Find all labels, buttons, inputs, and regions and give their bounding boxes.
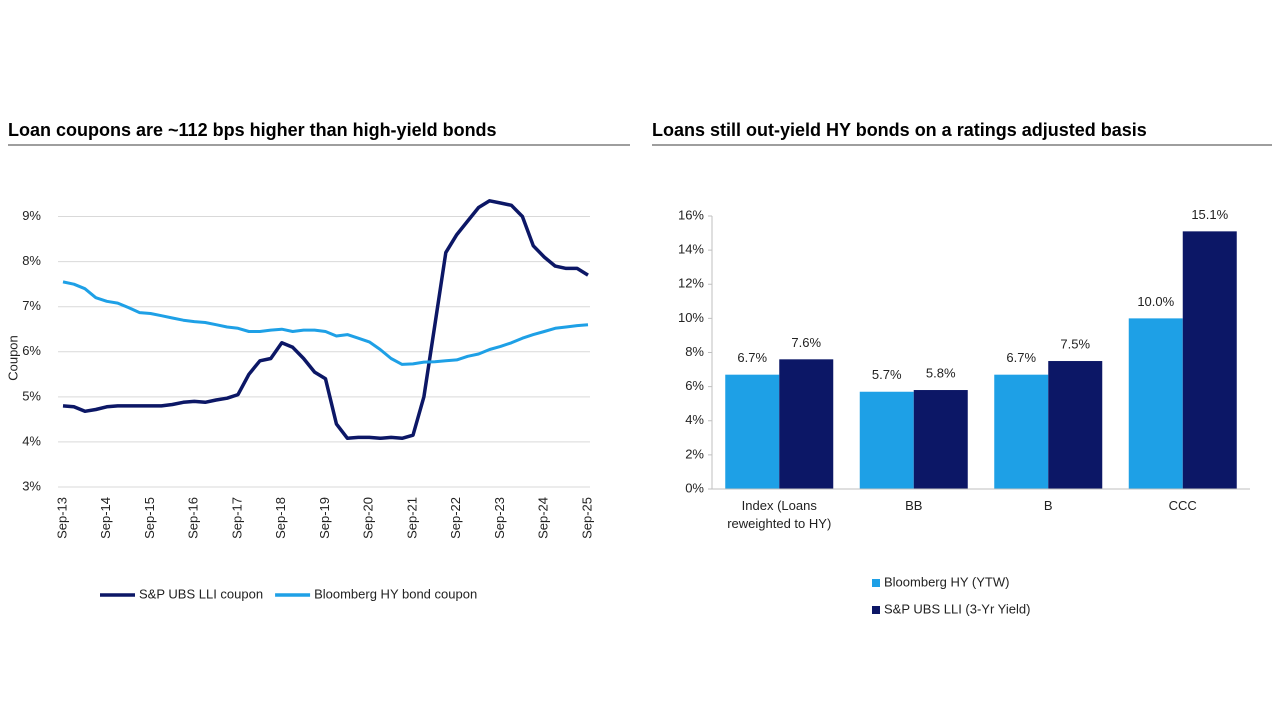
legend-label: Bloomberg HY bond coupon [314,586,477,601]
x-tick-label: Sep-23 [492,497,507,539]
y-tick-label: 16% [678,207,704,222]
legend-label: S&P UBS LLI coupon [139,586,263,601]
x-tick-label: Sep-21 [404,497,419,539]
bar [1048,361,1103,489]
x-tick-label: Sep-16 [186,497,201,539]
y-tick-label: 4% [22,433,41,448]
chart-title: Loans still out-yield HY bonds on a rati… [652,120,1147,140]
y-tick-label: 6% [685,378,704,393]
value-label: 7.6% [791,335,821,350]
y-tick-label: 5% [22,388,41,403]
x-tick-label: B [1043,498,1053,513]
x-tick-label: Sep-14 [98,497,113,539]
line-series [62,280,589,366]
value-label: 7.5% [1060,336,1090,351]
bar [725,374,780,489]
value-label: 10.0% [1137,294,1174,309]
x-tick-label: Sep-13 [54,497,69,539]
bar [859,391,914,489]
bar [1128,318,1183,489]
bar [779,359,834,489]
x-tick-label: Sep-19 [317,497,332,539]
y-axis-label: Coupon [5,335,20,381]
x-tick-label: BB [905,498,923,513]
x-tick-label: Sep-25 [579,497,594,539]
x-tick-label: Sep-22 [448,497,463,539]
y-tick-label: 9% [22,208,41,223]
value-label: 6.7% [1006,350,1036,365]
value-label: 5.8% [926,365,956,380]
y-tick-label: 12% [678,276,704,291]
legend-swatch [872,606,880,614]
y-tick-label: 0% [685,480,704,495]
legend-swatch [872,579,880,587]
x-tick-label: Index (Loans reweighted to HY) [727,498,832,531]
y-tick-label: 8% [22,253,41,268]
y-tick-label: 7% [22,298,41,313]
y-tick-label: 2% [685,446,704,461]
bar [913,390,968,489]
line-series [62,199,589,441]
legend-label: S&P UBS LLI (3-Yr Yield) [884,601,1030,616]
value-label: 5.7% [872,367,902,382]
bar [994,374,1049,489]
x-tick-label: Sep-15 [142,497,157,539]
y-tick-label: 3% [22,478,41,493]
y-tick-label: 8% [685,344,704,359]
y-tick-label: 4% [685,412,704,427]
x-tick-label: Sep-20 [361,497,376,539]
chart-title: Loan coupons are ~112 bps higher than hi… [8,120,497,140]
y-tick-label: 6% [22,343,41,358]
x-tick-label: Sep-18 [273,497,288,539]
x-tick-label: CCC [1168,498,1197,513]
y-tick-label: 10% [678,310,704,325]
value-label: 6.7% [737,350,767,365]
legend-label: Bloomberg HY (YTW) [884,574,1009,589]
x-tick-label: Sep-24 [536,497,551,539]
bar [1182,231,1237,489]
x-tick-label: Sep-17 [229,497,244,539]
y-tick-label: 14% [678,242,704,257]
value-label: 15.1% [1191,207,1228,222]
